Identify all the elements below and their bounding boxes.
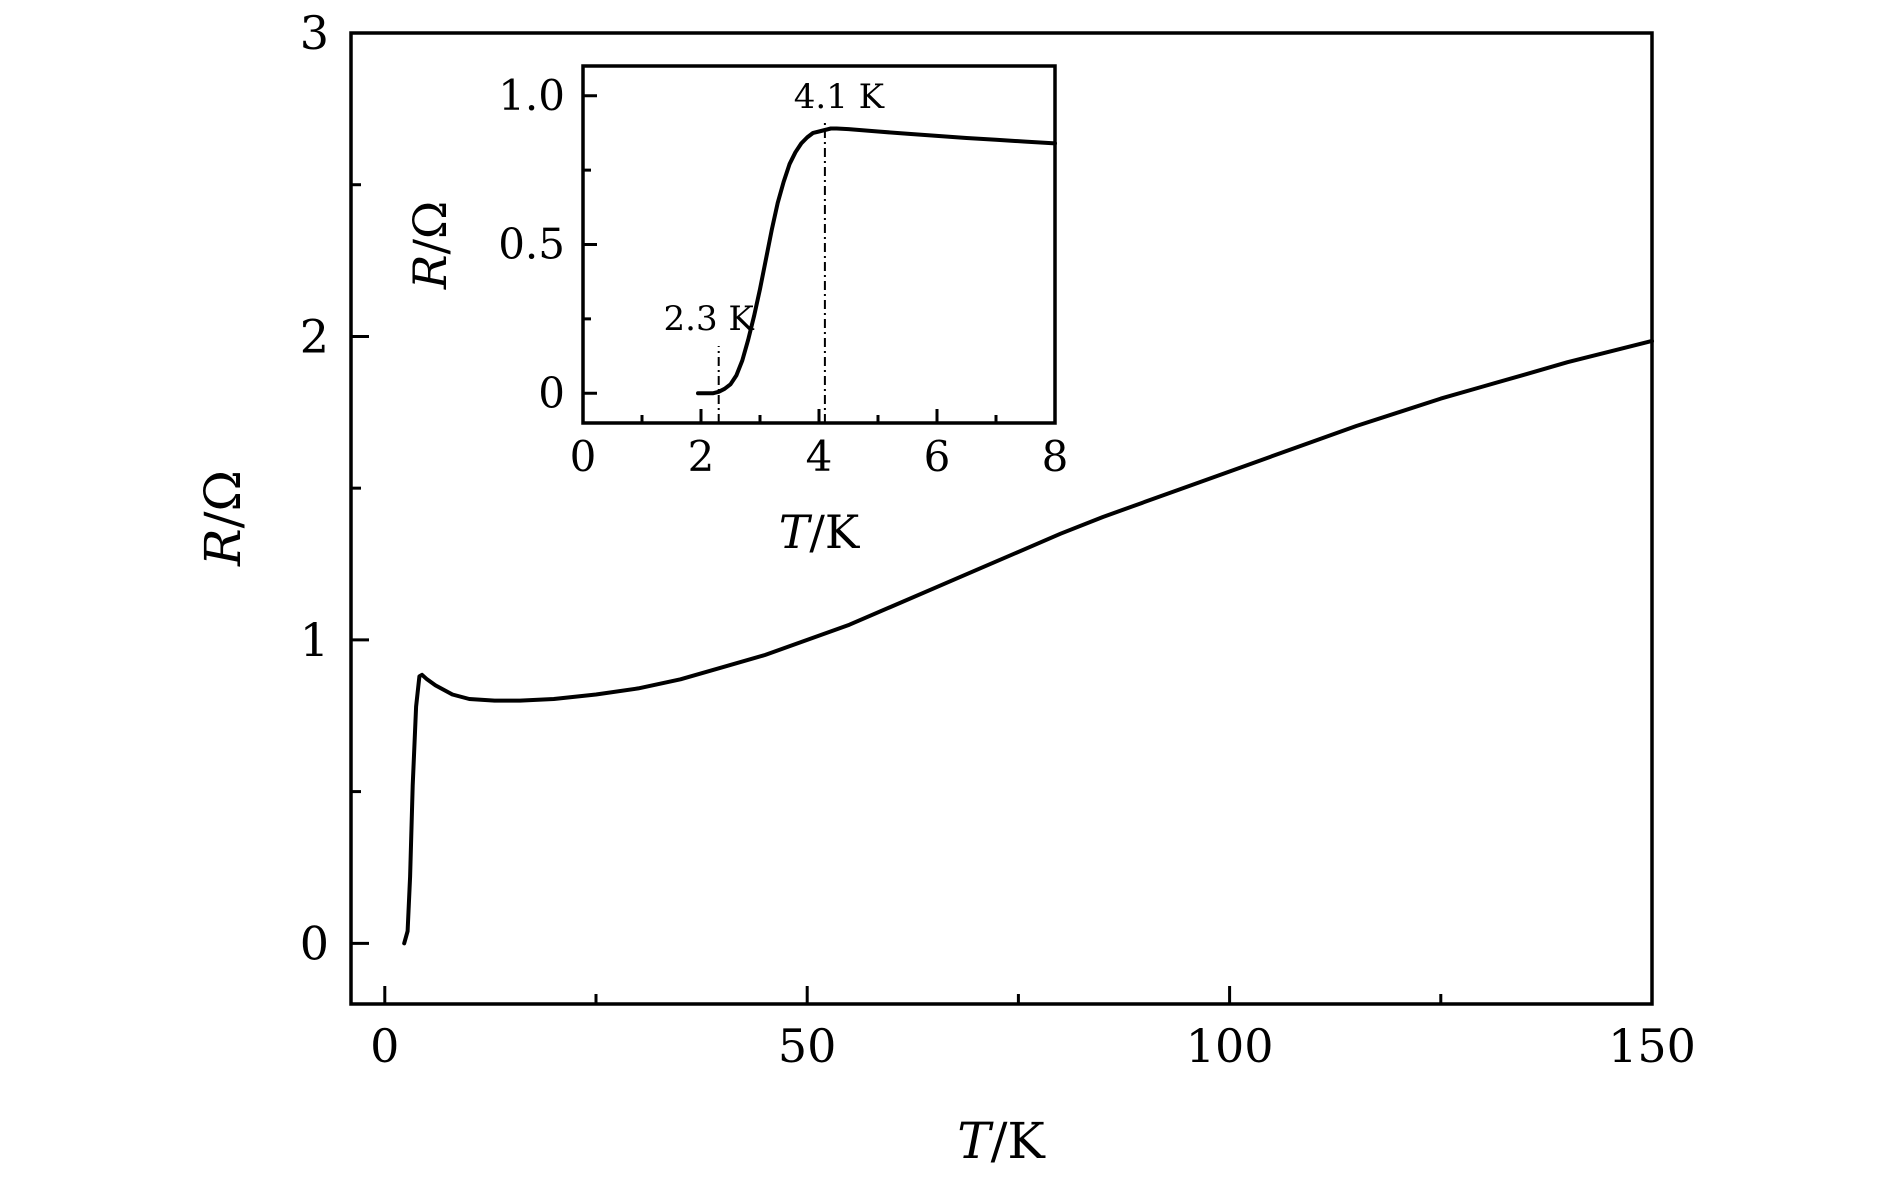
main-x-tick-label: 150 <box>1608 1019 1696 1073</box>
inset-ticks <box>581 94 1057 423</box>
main-x-tick-label: 50 <box>778 1019 837 1073</box>
main-plot: 0 50 100 150 0 1 2 3 T/K R/Ω <box>194 6 1696 1170</box>
main-y-tick-label: 2 <box>300 309 329 363</box>
main-x-tick-label: 0 <box>370 1019 399 1073</box>
main-x-tick-label: 100 <box>1186 1019 1274 1073</box>
annotation-2-3k-label: 2.3 K <box>664 299 755 339</box>
main-y-tick-label: 0 <box>300 916 329 970</box>
main-ticks <box>351 31 1654 1004</box>
inset-x-tick-label: 0 <box>570 432 597 481</box>
main-x-axis-title: T/K <box>957 1112 1046 1170</box>
main-y-tick-label: 1 <box>300 613 329 667</box>
inset-plot: 0 2 4 6 8 0 0.5 1.0 2.3 K 4.1 K T/K R/Ω <box>403 64 1069 559</box>
inset-x-axis-title: T/K <box>779 505 861 559</box>
inset-y-tick-label: 0.5 <box>498 220 565 269</box>
inset-x-tick-label: 6 <box>924 432 951 481</box>
inset-y-tick-label: 0 <box>538 368 565 417</box>
main-plot-frame <box>349 31 1654 1006</box>
inset-x-tick-label: 2 <box>688 432 715 481</box>
main-x-tick-labels: 0 50 100 150 <box>370 1019 1696 1073</box>
inset-x-tick-label: 8 <box>1042 432 1069 481</box>
inset-background <box>583 66 1055 423</box>
inset-x-tick-labels: 0 2 4 6 8 <box>570 432 1069 481</box>
main-y-tick-label: 3 <box>300 6 329 60</box>
main-y-axis-title: R/Ω <box>194 470 252 567</box>
inset-y-axis-title: R/Ω <box>403 201 457 290</box>
inset-annotations: 2.3 K 4.1 K <box>664 77 885 423</box>
inset-resistance-curve <box>696 126 1057 396</box>
main-y-tick-labels: 0 1 2 3 <box>300 6 329 970</box>
annotation-4-1k-label: 4.1 K <box>794 77 885 117</box>
inset-x-tick-label: 4 <box>806 432 833 481</box>
main-resistance-curve <box>402 339 1654 946</box>
inset-y-tick-label: 1.0 <box>498 71 565 120</box>
inset-y-tick-labels: 0 0.5 1.0 <box>498 71 565 418</box>
